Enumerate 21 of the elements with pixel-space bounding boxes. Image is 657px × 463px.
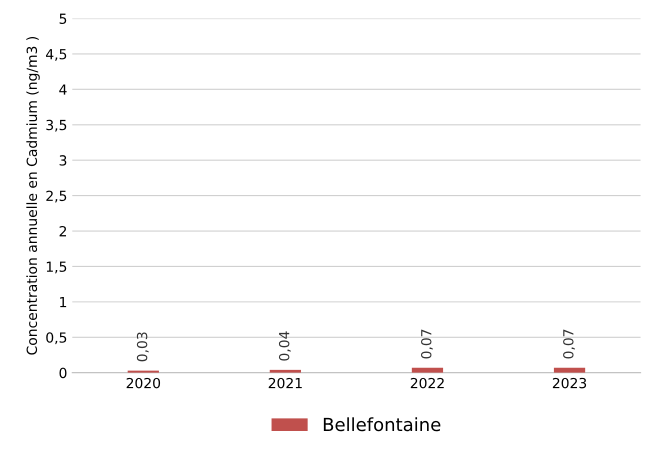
y-tick-label: 4,5: [46, 49, 66, 61]
y-tick-label: 0,5: [46, 332, 66, 344]
y-tick-label: 3: [60, 155, 66, 166]
y-tick-label: 3,5: [46, 120, 66, 132]
x-tick-label: 2021: [268, 378, 302, 388]
x-tick-label: 2022: [410, 378, 444, 388]
data-label: 0,07: [563, 330, 575, 359]
legend-label: Bellefontaine: [324, 417, 440, 432]
y-axis-title: Concentration annuelle en Cadmium (ng/m3 ): [26, 36, 40, 355]
x-tick-label: 2020: [126, 378, 160, 388]
y-tick-label: 2,5: [46, 190, 66, 203]
x-tick-label: 2023: [552, 378, 586, 388]
data-label: 0,07: [420, 330, 433, 359]
y-tick-label: 1,5: [46, 262, 66, 274]
y-tick-label: 2: [60, 226, 66, 236]
y-tick-label: 5: [60, 14, 66, 24]
y-tick-label: 0: [59, 368, 66, 378]
data-label: 0,03: [136, 332, 149, 362]
data-label: 0,04: [278, 331, 291, 361]
y-tick-label: 1: [60, 297, 66, 308]
y-tick-label: 4: [59, 84, 67, 95]
